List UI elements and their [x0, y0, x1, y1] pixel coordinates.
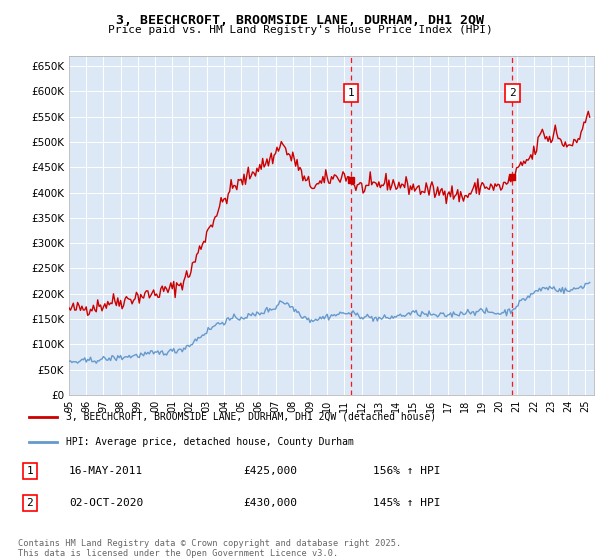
- Text: 2: 2: [26, 498, 33, 508]
- Text: 16-MAY-2011: 16-MAY-2011: [69, 466, 143, 476]
- Text: 3, BEECHCROFT, BROOMSIDE LANE, DURHAM, DH1 2QW: 3, BEECHCROFT, BROOMSIDE LANE, DURHAM, D…: [116, 14, 484, 27]
- Text: 145% ↑ HPI: 145% ↑ HPI: [373, 498, 441, 508]
- Text: 1: 1: [26, 466, 33, 476]
- Text: 156% ↑ HPI: 156% ↑ HPI: [373, 466, 441, 476]
- Text: 3, BEECHCROFT, BROOMSIDE LANE, DURHAM, DH1 2QW (detached house): 3, BEECHCROFT, BROOMSIDE LANE, DURHAM, D…: [66, 412, 436, 422]
- Text: Price paid vs. HM Land Registry's House Price Index (HPI): Price paid vs. HM Land Registry's House …: [107, 25, 493, 35]
- Text: Contains HM Land Registry data © Crown copyright and database right 2025.
This d: Contains HM Land Registry data © Crown c…: [18, 539, 401, 558]
- Text: HPI: Average price, detached house, County Durham: HPI: Average price, detached house, Coun…: [66, 437, 354, 447]
- Text: 1: 1: [347, 88, 354, 98]
- Text: 2: 2: [509, 88, 515, 98]
- Text: £430,000: £430,000: [244, 498, 298, 508]
- Text: 02-OCT-2020: 02-OCT-2020: [69, 498, 143, 508]
- Text: £425,000: £425,000: [244, 466, 298, 476]
